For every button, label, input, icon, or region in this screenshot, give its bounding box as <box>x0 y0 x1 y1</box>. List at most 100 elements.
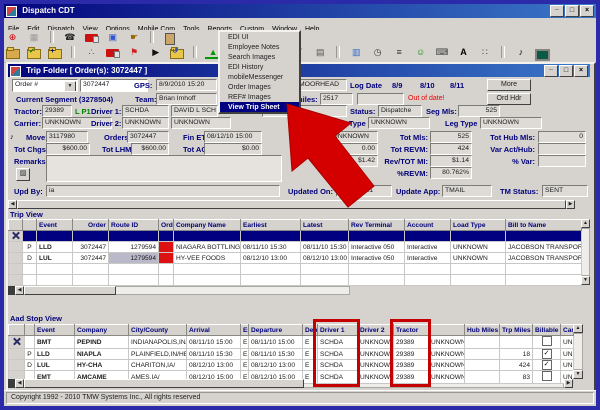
location-field[interactable]: MOORHEAD <box>296 79 347 91</box>
menu-reports[interactable]: Reports <box>203 24 236 33</box>
order-number-input[interactable]: 3072447 <box>80 79 148 92</box>
tot-lhm-field[interactable]: $600.00 <box>131 143 169 155</box>
gps-field[interactable]: 8/9/2010 15:20 <box>156 79 217 91</box>
stop-view-row[interactable]: BMT PEPIND INDIANAPOLIS,IN/ 08/11/10 15:… <box>8 335 574 349</box>
folder-open-icon[interactable] <box>4 46 21 59</box>
trip-view-row[interactable]: D LUL 3072447 1279594 HY-VEE FOODS 08/12… <box>8 252 582 264</box>
menu-file[interactable]: File <box>4 24 23 33</box>
person-icon[interactable]: ☺ <box>415 47 426 57</box>
menu-tools[interactable]: Tools <box>179 24 203 33</box>
close-icon[interactable] <box>580 5 594 17</box>
update-app-field[interactable]: TMAIL <box>442 185 492 197</box>
var-act-hub-field[interactable] <box>538 143 586 155</box>
menu-item-edi-ui[interactable]: EDI UI <box>228 34 249 41</box>
scroll-up-icon[interactable] <box>573 324 583 333</box>
menu-item-edi-history[interactable]: EDI History <box>228 64 264 71</box>
tot-mls-field[interactable]: 525 <box>430 131 472 143</box>
clock-icon[interactable]: ◷ <box>373 47 382 57</box>
menu-item-search-images[interactable]: Search Images <box>228 54 276 61</box>
tot-revm-field[interactable]: 424 <box>430 143 472 155</box>
phone-icon[interactable]: ☎ <box>64 32 76 42</box>
exit-icon[interactable] <box>162 31 179 45</box>
scroll-down-icon[interactable] <box>573 370 583 379</box>
driver1-name-field[interactable]: DAVID L SCH <box>171 105 218 117</box>
list-small-icon[interactable]: ∷ <box>482 47 488 57</box>
team-field[interactable]: Brian Imhoff <box>156 93 217 105</box>
note-icon[interactable]: ♪ <box>10 132 14 141</box>
menu-item-employee-notes[interactable]: Employee Notes <box>228 44 280 51</box>
trip-minimize-icon[interactable] <box>544 65 558 77</box>
pct-revm-field[interactable]: 80.762% <box>430 167 472 179</box>
printer-icon[interactable]: ⌨ <box>435 47 449 57</box>
main-title-bar[interactable]: Dispatch CDT <box>4 4 596 18</box>
ord-hdr-button[interactable]: Ord Hdr <box>487 93 531 105</box>
menu-dispatch[interactable]: Dispatch <box>43 24 78 33</box>
folder-new-icon[interactable]: + <box>47 46 64 59</box>
trip-view-selected-row[interactable] <box>8 230 582 242</box>
folder-sync-icon[interactable]: ↺ <box>169 46 186 59</box>
grid-icon[interactable]: ▦ <box>29 32 39 42</box>
font-icon[interactable]: A <box>460 47 467 57</box>
music-note-icon[interactable]: ♪ <box>518 47 524 57</box>
tot-chgs-field[interactable]: $600.00 <box>46 143 90 155</box>
more-button[interactable]: More <box>487 79 531 91</box>
monitor-icon[interactable] <box>534 46 551 61</box>
status-field[interactable]: Dispatche <box>378 105 422 117</box>
scrollbar-track[interactable] <box>573 333 583 370</box>
scrollbar-track[interactable] <box>581 228 590 276</box>
updated-on-field[interactable]: 8/9/10 15:1 <box>336 185 392 197</box>
billable-checkbox[interactable] <box>541 349 552 359</box>
hand-icon[interactable]: ☛ <box>130 32 139 42</box>
play-icon[interactable]: ▶ <box>152 47 160 57</box>
truck-icon[interactable] <box>83 31 100 44</box>
menu-window[interactable]: Window <box>268 24 301 33</box>
clipboard-icon[interactable]: ▤ <box>316 47 325 57</box>
scroll-right-icon[interactable] <box>566 200 575 209</box>
target-icon[interactable]: ⊕ <box>8 32 17 42</box>
menu-item-ref-images[interactable]: REF# Images <box>228 94 271 101</box>
billable-checkbox[interactable] <box>541 371 552 381</box>
tractor-field[interactable]: 29389 <box>42 105 72 117</box>
remarks-field[interactable] <box>46 155 282 182</box>
trip-view-row[interactable]: P LLD 3072447 1279594 NIAGARA BOTTLING 0… <box>8 241 582 253</box>
billable-checkbox[interactable] <box>541 360 552 370</box>
tm-status-field[interactable]: SENT <box>542 185 588 197</box>
scroll-up-icon[interactable] <box>581 219 590 228</box>
carrier-field[interactable]: UNKNOWN <box>42 117 112 129</box>
orders-field[interactable]: 3072447 <box>127 131 169 143</box>
outline-icon[interactable]: ≡ <box>396 47 402 57</box>
scrollbar-thumb[interactable] <box>24 286 116 295</box>
log-date-3[interactable]: 8/11 <box>450 81 465 90</box>
log-date-2[interactable]: 8/10 <box>420 81 435 90</box>
seg-mls-field[interactable]: 525 <box>458 105 500 117</box>
card-icon[interactable]: ▥ <box>351 47 361 57</box>
minimize-icon[interactable] <box>550 5 564 17</box>
folder-check-icon[interactable]: ✓ <box>25 46 42 59</box>
stop-view-row[interactable]: P LLD NIAPLA PLAINFIELD,IN/HE 08/11/10 1… <box>8 348 574 360</box>
flag-icon[interactable]: ⚑ <box>130 47 139 57</box>
trip-close-icon[interactable] <box>574 65 588 77</box>
paw-icon[interactable]: ∴ <box>88 47 95 57</box>
stop-view-row[interactable]: D LUL HY-CHA CHARITON,IA/ 08/12/10 13:00… <box>8 359 574 371</box>
order-type-combobox[interactable]: Order # ▼ <box>12 79 78 92</box>
pct-var-field[interactable] <box>538 155 586 167</box>
scroll-right-icon[interactable] <box>564 379 573 388</box>
menu-item-order-images[interactable]: Order Images <box>228 84 271 91</box>
scroll-left-icon[interactable] <box>15 286 24 295</box>
miles-field[interactable]: 2517 <box>320 93 353 105</box>
leg-type-field[interactable]: UNKNOWN <box>480 117 542 129</box>
maximize-icon[interactable] <box>565 5 579 17</box>
scroll-left-icon[interactable] <box>15 379 24 388</box>
fin-eta-field[interactable]: 08/12/10 15:00 <box>204 131 262 143</box>
menu-item-mobilemessenger[interactable]: mobileMessenger <box>228 74 284 81</box>
scroll-down-icon[interactable] <box>581 276 590 285</box>
truck-red-icon[interactable] <box>104 46 121 59</box>
scrollbar-thumb[interactable] <box>24 379 304 388</box>
driver2-name-field[interactable]: UNKNOWN <box>171 117 231 129</box>
tot-hub-mls-field[interactable]: 0 <box>538 131 586 143</box>
scrollbar-thumb[interactable] <box>17 200 566 209</box>
load-icon[interactable]: ▲ <box>204 46 222 59</box>
upd-by-field[interactable]: ia <box>46 185 280 197</box>
chevron-down-icon[interactable]: ▼ <box>64 81 76 91</box>
move-field[interactable]: 3117980 <box>46 131 88 143</box>
